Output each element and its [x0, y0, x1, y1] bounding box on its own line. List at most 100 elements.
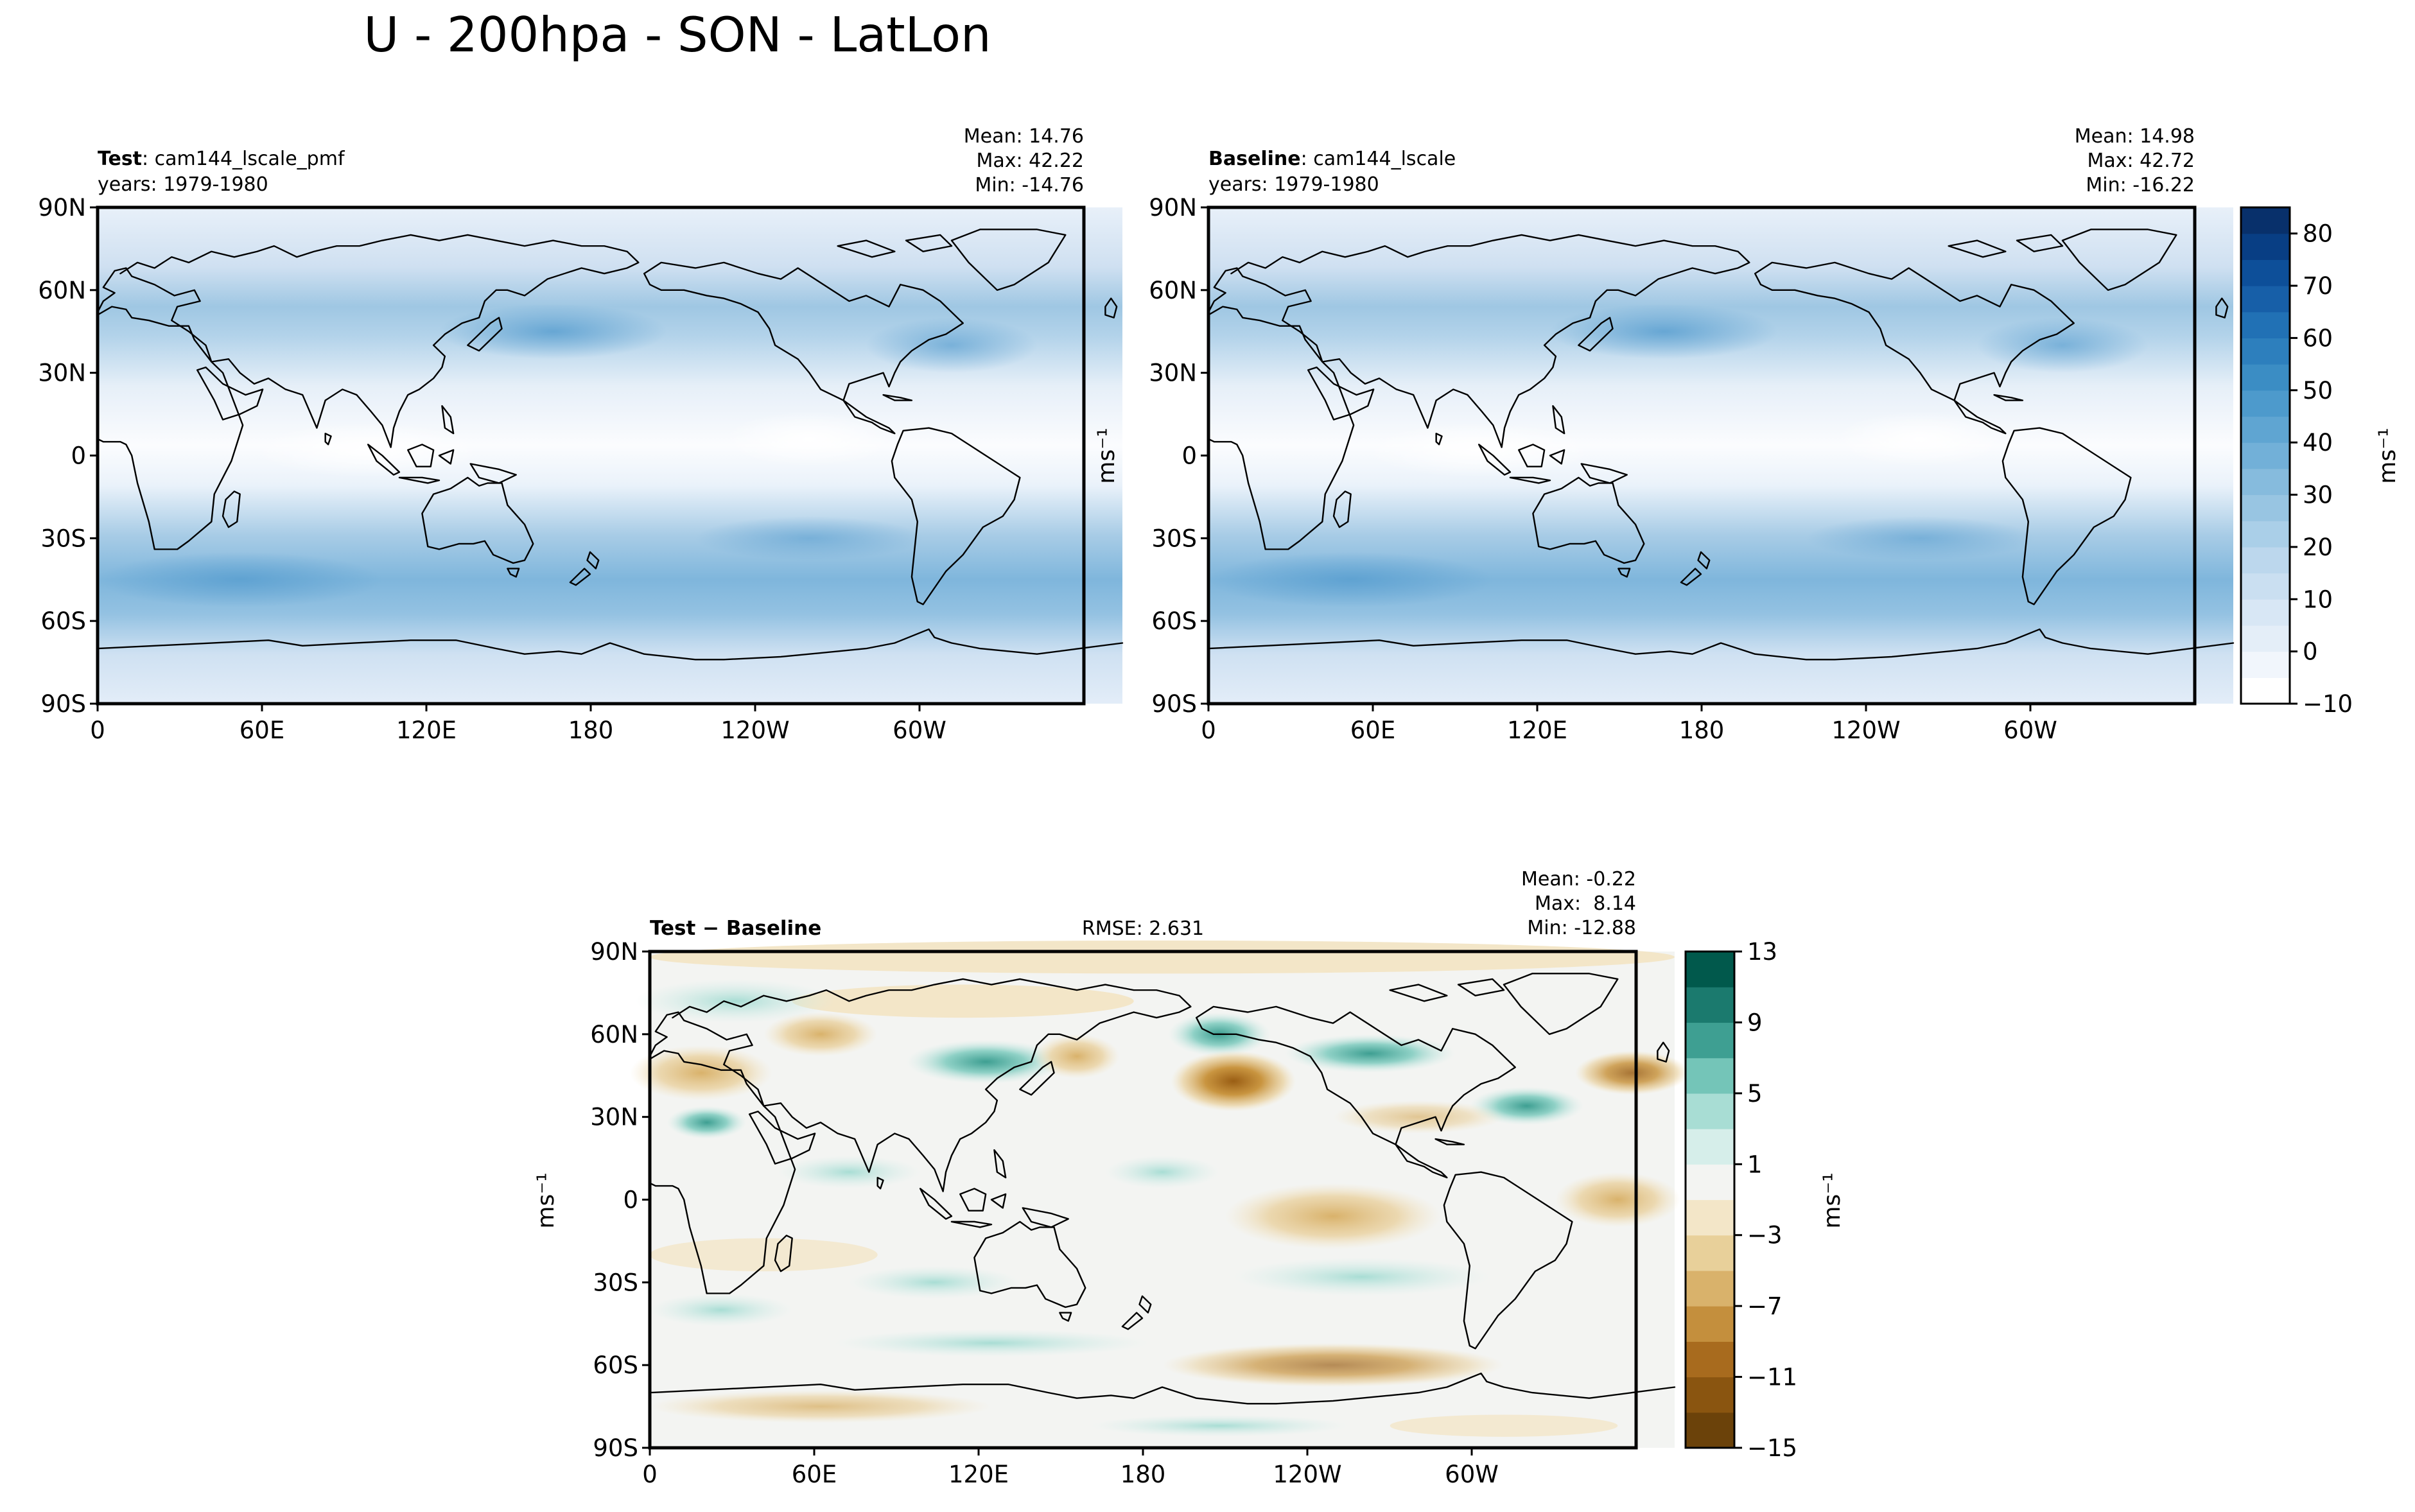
colorbar-tick-label: 10: [2303, 586, 2333, 613]
lon-tick-label: 60W: [2003, 717, 2057, 744]
lat-tick-label: 60S: [40, 607, 86, 635]
lat-tick-label: 30S: [1151, 525, 1197, 552]
baseline-years: years: 1979-1980: [1208, 173, 1379, 196]
colorbar-swatch: [2241, 207, 2290, 234]
lon-tick-label: 180: [1679, 717, 1725, 744]
colorbar-swatch: [1686, 1341, 1734, 1378]
colorbar-tick-label: 70: [2303, 272, 2333, 300]
main-colorbar-unit: ms⁻¹: [2375, 428, 2401, 483]
colorbar-tick-label: 30: [2303, 482, 2333, 509]
test-min: Min: -14.76: [975, 174, 1084, 196]
colorbar-swatch: [1686, 1164, 1734, 1201]
colorbar-swatch: [1686, 987, 1734, 1023]
colorbar-swatch: [1686, 1306, 1734, 1342]
colorbar-tick-label: −3: [1747, 1222, 1783, 1249]
colorbar-tick-label: 40: [2303, 429, 2333, 456]
colorbar-swatch: [2241, 625, 2290, 652]
diff-title: Test − Baseline: [650, 917, 821, 940]
diff-min: Min: -12.88: [1527, 917, 1636, 939]
lat-tick-label: 60N: [38, 277, 86, 304]
diff-rmse: RMSE: 2.631: [1082, 917, 1204, 940]
colorbar-swatch: [2241, 494, 2290, 521]
lat-tick-label: 0: [71, 442, 86, 470]
baseline-mean: Mean: 14.98: [2075, 125, 2195, 148]
colorbar-swatch: [2241, 573, 2290, 600]
test-lon-axis: 0 60E 120E 180 120W 60W: [90, 704, 946, 744]
colorbar-swatch: [2241, 677, 2290, 704]
colorbar-swatch: [2241, 416, 2290, 443]
colorbar-swatch: [2241, 521, 2290, 548]
colorbar-tick-label: 60: [2303, 324, 2333, 352]
colorbar-swatch: [2241, 286, 2290, 313]
colorbar-swatch: [2241, 442, 2290, 469]
colorbar-tick-label: −10: [2303, 690, 2353, 718]
lat-tick-label: 90S: [40, 690, 86, 718]
lat-tick-label: 30N: [590, 1104, 638, 1131]
diff-lon-axis: 0 60E 120E 180 120W 60W: [642, 1448, 1499, 1488]
colorbar-swatch: [2241, 233, 2290, 260]
test-panel: Test: cam144_lscale_pmf years: 1979-1980…: [38, 125, 1124, 744]
colorbar-swatch: [2241, 546, 2290, 574]
baseline-label-rest: : cam144_lscale: [1301, 148, 1456, 170]
lat-tick-label: 90N: [1149, 194, 1197, 222]
lat-tick-label: 90N: [590, 938, 638, 966]
colorbar-swatch: [1686, 1377, 1734, 1413]
test-years: years: 1979-1980: [98, 173, 268, 196]
lat-tick-label: 60N: [1149, 277, 1197, 304]
test-mean: Mean: 14.76: [964, 125, 1084, 148]
diff-panel: Test − Baseline RMSE: 2.631 Mean: -0.22 …: [590, 868, 1689, 1488]
lon-tick-label: 180: [568, 717, 614, 744]
test-label-rest: : cam144_lscale_pmf: [142, 148, 345, 170]
colorbar-swatch: [2241, 364, 2290, 391]
colorbar-tick-label: −11: [1747, 1364, 1797, 1391]
lat-tick-label: 60S: [1151, 607, 1197, 635]
colorbar-swatch: [1686, 1235, 1734, 1271]
test-panel-label: Test: cam144_lscale_pmf: [98, 148, 345, 170]
lon-tick-label: 0: [90, 717, 105, 744]
lat-tick-label: 0: [623, 1186, 638, 1214]
lon-tick-label: 60W: [893, 717, 946, 744]
colorbar-swatch: [2241, 651, 2290, 678]
lat-tick-label: 30S: [40, 525, 86, 552]
test-map: [96, 207, 1124, 704]
colorbar-tick-label: 13: [1747, 938, 1777, 966]
lat-tick-label: 30S: [593, 1269, 638, 1296]
colorbar-swatch: [1686, 1129, 1734, 1165]
lat-tick-label: 60S: [593, 1351, 638, 1379]
figure-title: U - 200hpa - SON - LatLon: [363, 6, 991, 63]
lon-tick-label: 60E: [240, 717, 284, 744]
lat-tick-label: 30N: [38, 360, 86, 387]
diff-colorbar-unit: ms⁻¹: [1819, 1172, 1845, 1228]
colorbar-swatch: [1686, 1199, 1734, 1236]
baseline-max: Max: 42.72: [2087, 150, 2195, 172]
colorbar-swatch: [2241, 468, 2290, 496]
test-max: Max: 42.22: [976, 150, 1084, 172]
test-label-bold: Test: [98, 148, 142, 170]
lon-tick-label: 120W: [1273, 1461, 1341, 1488]
lat-tick-label: 90S: [1151, 690, 1197, 718]
colorbar-swatch: [1686, 952, 1734, 987]
lon-tick-label: 120E: [948, 1461, 1009, 1488]
diff-max: Max: 8.14: [1535, 892, 1636, 915]
colorbar-swatch: [1686, 1022, 1734, 1059]
diff-lat-axis: 90N 60N 30N 0 30S 60S 90S: [590, 938, 650, 1462]
diff-mean: Mean: -0.22: [1521, 868, 1636, 891]
colorbar-tick-label: 1: [1747, 1151, 1763, 1178]
lat-tick-label: 30N: [1149, 360, 1197, 387]
baseline-min: Min: -16.22: [2086, 174, 2195, 196]
colorbar-tick-label: −15: [1747, 1434, 1797, 1462]
colorbar-swatch: [1686, 1093, 1734, 1129]
colorbar-swatch: [2241, 338, 2290, 365]
colorbar-tick-label: −7: [1747, 1292, 1783, 1320]
colorbar-swatch: [1686, 1270, 1734, 1307]
lon-tick-label: 120E: [1507, 717, 1567, 744]
colorbar-frame: [1684, 950, 1736, 1449]
baseline-panel-label: Baseline: cam144_lscale: [1208, 148, 1456, 170]
colorbar-swatch: [2241, 599, 2290, 626]
diff-map: [629, 940, 1689, 1448]
lon-tick-label: 60E: [792, 1461, 837, 1488]
colorbar-tick-label: 20: [2303, 534, 2333, 561]
lon-tick-label: 120E: [396, 717, 457, 744]
colorbar-tick-label: 5: [1747, 1080, 1763, 1108]
